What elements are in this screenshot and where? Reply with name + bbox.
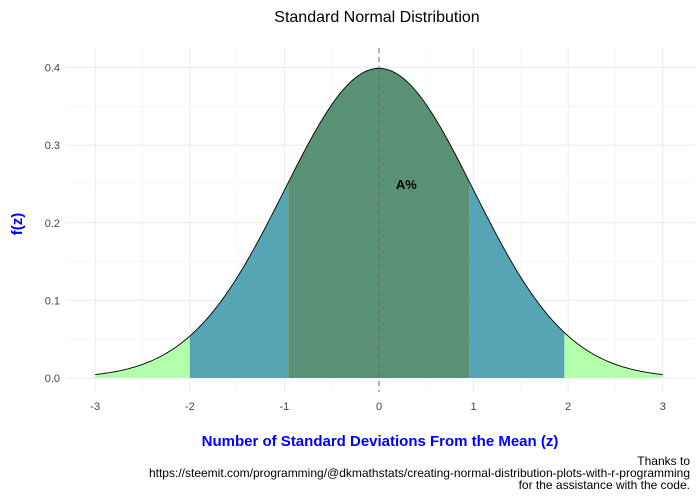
y-tick-label: 0.4 bbox=[45, 63, 60, 75]
y-tick-label: 0.2 bbox=[45, 218, 60, 230]
x-axis-label: Number of Standard Deviations From the M… bbox=[202, 433, 559, 450]
caption: Thanks to https://steemit.com/programmin… bbox=[149, 455, 690, 491]
x-tick-label: 2 bbox=[565, 401, 571, 413]
x-tick-label: -1 bbox=[280, 401, 290, 413]
shaded-region bbox=[564, 332, 663, 378]
x-tick-label: 3 bbox=[660, 401, 666, 413]
caption-line: https://steemit.com/programming/@dkmaths… bbox=[148, 466, 690, 480]
chart-title: Standard Normal Distribution bbox=[274, 9, 479, 26]
x-tick-label: 0 bbox=[376, 401, 382, 413]
x-tick-labels: -3 -2 -1 0 1 2 3 bbox=[90, 401, 666, 413]
y-axis-label: f(z) bbox=[9, 213, 26, 236]
y-tick-label: 0.3 bbox=[45, 140, 60, 152]
area-annotation: A% bbox=[396, 177, 417, 192]
y-tick-label: 0.1 bbox=[45, 295, 60, 307]
x-tick-label: -3 bbox=[90, 401, 100, 413]
y-tick-labels: 0.0 0.1 0.2 0.3 0.4 bbox=[45, 63, 60, 386]
caption-line: for the assistance with the code. bbox=[518, 478, 690, 492]
shaded-region bbox=[469, 182, 565, 378]
y-tick-label: 0.0 bbox=[45, 373, 60, 385]
x-tick-label: 1 bbox=[471, 401, 477, 413]
x-tick-label: -2 bbox=[185, 401, 195, 413]
caption-line: Thanks to bbox=[637, 454, 690, 468]
shaded-region bbox=[95, 336, 190, 378]
